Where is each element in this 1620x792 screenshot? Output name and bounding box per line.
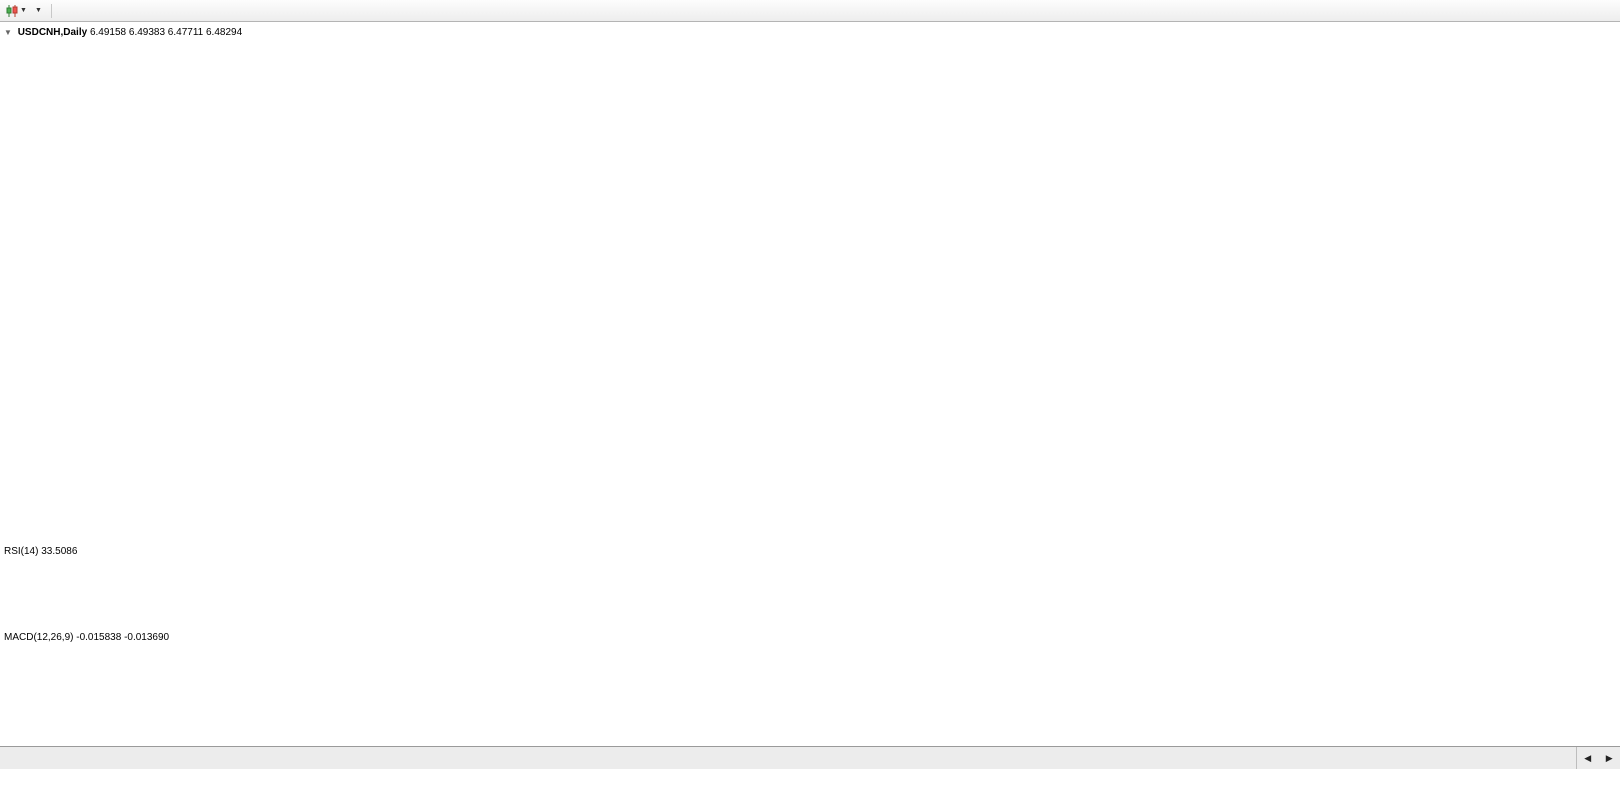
macd-indicator-label: MACD(12,26,9) -0.015838 -0.013690 bbox=[4, 632, 170, 643]
tab-scroll-left-button[interactable]: ◀ bbox=[1584, 752, 1592, 763]
collapse-indicators-icon[interactable]: ▼ bbox=[4, 28, 12, 37]
indicators-dropdown-button[interactable]: ▼ bbox=[32, 6, 47, 15]
chart-tab-bar: ◀ ▶ bbox=[0, 746, 1620, 769]
chevron-down-icon: ▼ bbox=[20, 7, 27, 14]
chart-area: ▼ USDCNH,Daily 6.49158 6.49383 6.47711 6… bbox=[0, 0, 1620, 746]
chart-tabs bbox=[0, 747, 1576, 769]
tab-scroll-right-button[interactable]: ▶ bbox=[1605, 752, 1613, 763]
toolbar: ▼ ▼ bbox=[0, 0, 1620, 22]
price-chart-canvas[interactable] bbox=[0, 0, 1620, 746]
rsi-indicator-label: RSI(14) 33.5086 bbox=[4, 546, 78, 557]
chart-title: ▼ USDCNH,Daily 6.49158 6.49383 6.47711 6… bbox=[4, 27, 242, 38]
chart-symbol-label: USDCNH,Daily bbox=[17, 27, 88, 38]
status-strip bbox=[0, 769, 1620, 792]
chart-ohlc-values: 6.49158 6.49383 6.47711 6.48294 bbox=[89, 27, 243, 38]
toolbar-separator bbox=[50, 3, 52, 18]
chart-type-button[interactable]: ▼ bbox=[3, 4, 32, 18]
chevron-down-icon: ▼ bbox=[34, 7, 42, 14]
tab-scroll-controls: ◀ ▶ bbox=[1576, 747, 1620, 769]
candlestick-chart-icon bbox=[6, 4, 18, 17]
